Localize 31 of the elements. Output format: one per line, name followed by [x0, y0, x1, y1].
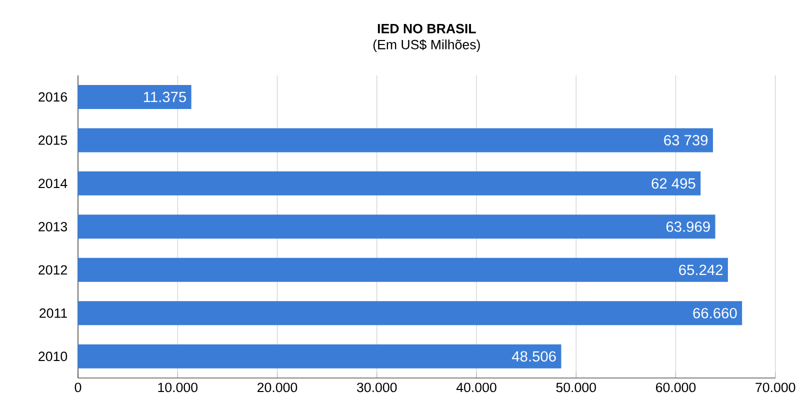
x-tick-label: 30.000 [356, 382, 397, 392]
x-tick-label: 40.000 [456, 382, 496, 392]
x-tick-label: 0 [74, 382, 82, 392]
y-tick-label: 2012 [38, 265, 67, 275]
y-tick-label: 2016 [38, 92, 68, 102]
y-tick-label: 2010 [38, 352, 68, 362]
y-tick-label: 2011 [40, 308, 67, 318]
data-label: 63 739 [664, 135, 708, 146]
data-label: 63.969 [666, 221, 710, 232]
bar [78, 301, 742, 326]
bar [78, 128, 713, 152]
y-tick-label: 2013 [38, 222, 68, 232]
y-tick-label: 2015 [38, 135, 68, 145]
bar [78, 84, 192, 109]
data-label: 65.242 [679, 264, 722, 276]
x-tick-label: 20.000 [258, 382, 298, 392]
bar [78, 171, 701, 196]
data-label: 11.375 [144, 92, 186, 102]
x-tick-label: 10.000 [158, 382, 198, 392]
bar [78, 258, 728, 282]
bar [78, 214, 716, 239]
chart-title: IED NO BRASIL [378, 24, 476, 34]
chart-subtitle: (Em US$ Milhões) [373, 39, 480, 52]
data-label: 48.506 [512, 351, 556, 362]
x-tick-label: 60.000 [656, 382, 696, 392]
bar [78, 344, 562, 368]
data-label: 62 495 [652, 178, 696, 189]
x-tick-label: 70.000 [756, 382, 796, 392]
y-tick-label: 2014 [38, 178, 68, 188]
x-tick-label: 50.000 [556, 382, 596, 392]
data-label: 66.660 [693, 308, 737, 318]
